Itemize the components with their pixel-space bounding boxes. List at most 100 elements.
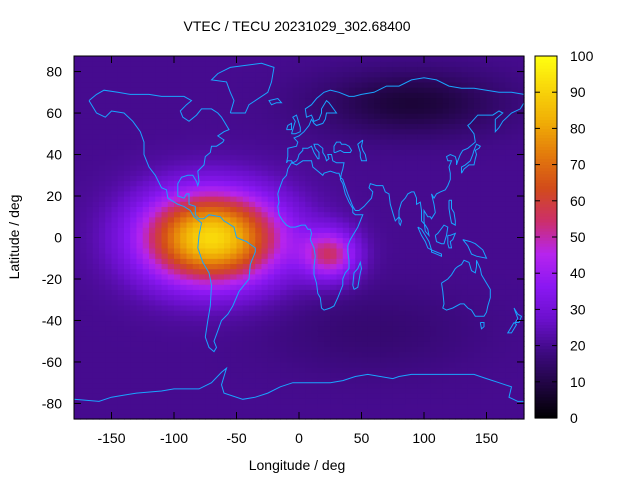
heatmap-cell [142,92,150,99]
heatmap-cell [311,113,319,119]
heatmap-cell [474,170,481,176]
heatmap-cell [199,361,206,368]
heatmap-cell [130,336,138,342]
heatmap-cell [349,361,356,368]
heatmap-cell [305,253,313,259]
heatmap-cell [361,377,369,384]
heatmap-cell [336,66,344,73]
heatmap-cell [311,138,319,145]
heatmap-cell [292,247,300,254]
heatmap-cell [361,92,369,99]
heatmap-cell [386,398,394,405]
heatmap-cell [336,206,344,213]
heatmap-cell [455,61,463,67]
heatmap-cell [199,66,206,73]
heatmap-cell [255,237,263,244]
heatmap-cell [192,330,200,337]
heatmap-cell [86,66,94,73]
heatmap-cell [149,330,156,337]
heatmap-cell [180,97,188,104]
heatmap-cell [205,81,213,88]
heatmap-cell [255,289,263,296]
heatmap-cell [249,294,256,301]
heatmap-cell [436,320,444,327]
heatmap-cell [374,227,381,233]
heatmap-cell [486,97,494,104]
heatmap-cell [74,336,81,342]
heatmap-cell [155,278,163,285]
heatmap-cell [180,180,188,187]
heatmap-cell [505,258,513,265]
heatmap-cell [505,315,513,322]
heatmap-cell [349,393,356,399]
heatmap-cell [442,263,450,270]
heatmap-cell [117,304,125,311]
heatmap-cell [286,393,294,399]
heatmap-cell [167,180,175,187]
heatmap-cell [361,138,369,145]
heatmap-cell [324,66,331,73]
heatmap-cell [492,382,500,389]
heatmap-cell [261,175,269,182]
heatmap-cell [124,356,131,363]
heatmap-cell [261,268,269,275]
heatmap-cell [474,325,481,332]
heatmap-cell [486,387,494,394]
heatmap-cell [74,138,81,145]
heatmap-cell [80,247,88,254]
heatmap-cell [492,304,500,311]
heatmap-cell [255,310,263,316]
heatmap-cell [411,361,419,368]
heatmap-cell [480,92,488,99]
heatmap-cell [505,413,513,420]
heatmap-cell [311,372,319,379]
heatmap-cell [374,185,381,192]
heatmap-cell [399,175,406,182]
heatmap-cell [124,87,131,93]
heatmap-cell [361,154,369,161]
heatmap-cell [492,211,500,218]
heatmap-cell [99,133,106,140]
heatmap-cell [461,149,469,156]
heatmap-cell [255,81,263,88]
heatmap-cell [161,159,169,166]
heatmap-cell [136,372,144,379]
heatmap-cell [242,320,250,327]
heatmap-cell [430,175,438,182]
heatmap-cell [211,258,219,265]
heatmap-cell [455,372,463,379]
heatmap-cell [430,356,438,363]
heatmap-cell [205,175,213,182]
heatmap-cell [111,361,119,368]
heatmap-cell [499,346,506,353]
heatmap-cell [186,393,194,399]
heatmap-cell [230,175,238,182]
heatmap-cell [86,107,94,114]
heatmap-cell [286,247,294,254]
heatmap-cell [74,216,81,223]
heatmap-cell [86,310,94,316]
heatmap-cell [311,284,319,290]
heatmap-cell [311,190,319,197]
heatmap-cell [174,71,181,78]
heatmap-cell [292,102,300,109]
heatmap-cell [392,133,400,140]
heatmap-cell [367,387,375,394]
heatmap-cell [461,71,469,78]
heatmap-cell [155,361,163,368]
heatmap-cell [374,206,381,213]
heatmap-cell [324,216,331,223]
heatmap-cell [286,367,294,373]
heatmap-cell [180,102,188,109]
heatmap-cell [117,356,125,363]
heatmap-cell [180,159,188,166]
heatmap-cell [186,263,194,270]
heatmap-cell [374,356,381,363]
heatmap-cell [130,387,138,394]
heatmap-cell [80,185,88,192]
heatmap-cell [186,403,194,410]
heatmap-cell [361,149,369,156]
heatmap-cell [467,206,475,213]
heatmap-cell [511,138,519,145]
heatmap-cell [261,133,269,140]
